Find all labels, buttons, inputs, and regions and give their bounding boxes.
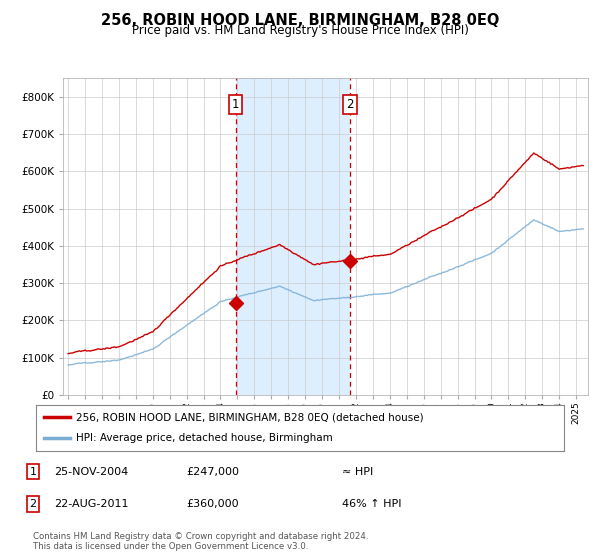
Text: 25-NOV-2004: 25-NOV-2004 (54, 466, 128, 477)
Text: 256, ROBIN HOOD LANE, BIRMINGHAM, B28 0EQ (detached house): 256, ROBIN HOOD LANE, BIRMINGHAM, B28 0E… (76, 412, 423, 422)
Text: HPI: Average price, detached house, Birmingham: HPI: Average price, detached house, Birm… (76, 433, 332, 444)
Text: 256, ROBIN HOOD LANE, BIRMINGHAM, B28 0EQ: 256, ROBIN HOOD LANE, BIRMINGHAM, B28 0E… (101, 13, 499, 28)
Text: £360,000: £360,000 (186, 499, 239, 509)
Text: 2: 2 (346, 98, 354, 111)
Text: 1: 1 (232, 98, 239, 111)
Text: Price paid vs. HM Land Registry's House Price Index (HPI): Price paid vs. HM Land Registry's House … (131, 24, 469, 37)
Text: 46% ↑ HPI: 46% ↑ HPI (342, 499, 401, 509)
Text: 2: 2 (29, 499, 37, 509)
Bar (236, 78, 350, 395)
Text: Contains HM Land Registry data © Crown copyright and database right 2024.
This d: Contains HM Land Registry data © Crown c… (33, 532, 368, 552)
Text: 1: 1 (29, 466, 37, 477)
Text: ≈ HPI: ≈ HPI (342, 466, 373, 477)
Text: 22-AUG-2011: 22-AUG-2011 (54, 499, 128, 509)
Text: £247,000: £247,000 (186, 466, 239, 477)
